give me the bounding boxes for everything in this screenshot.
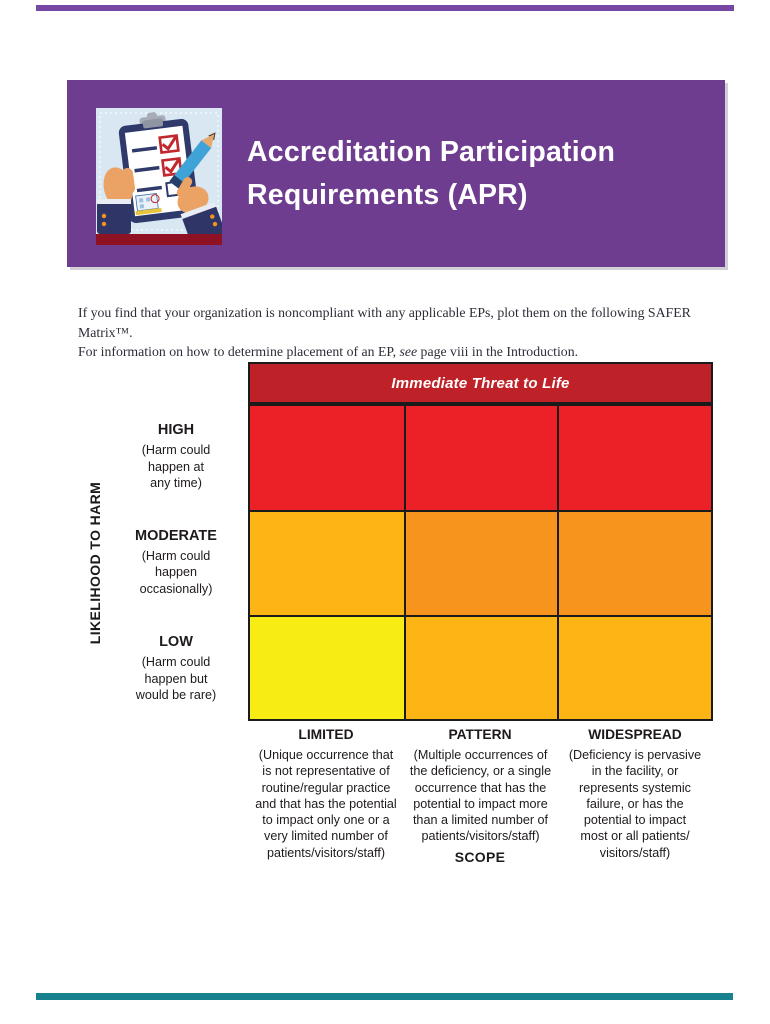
bottom-page-rule [36, 993, 733, 1000]
row-label-moderate: MODERATE (Harm could happen occasionally… [105, 510, 247, 615]
matrix-cell-high-pattern [403, 404, 558, 510]
column-header-widespread: WIDESPREAD [588, 727, 682, 742]
page-title: Accreditation Participation Requirements… [247, 131, 615, 217]
safer-matrix: Immediate Threat to Life [248, 362, 713, 721]
matrix-cell-moderate-pattern [403, 510, 558, 615]
intro-line2-prefix: For information on how to determine plac… [78, 344, 400, 359]
checklist-line [134, 165, 160, 173]
row-label-high-title: HIGH [157, 422, 195, 439]
checklist-line [136, 185, 163, 193]
row-label-moderate-title: MODERATE [135, 527, 217, 544]
matrix-cell-low-limited [250, 615, 404, 719]
column-desc-pattern: (Multiple occurrences of the deficiency,… [409, 748, 552, 844]
chapter-banner: Accreditation Participation Requirements… [67, 80, 725, 267]
matrix-cell-high-limited [250, 404, 404, 510]
row-label-moderate-sub: (Harm could happen occasionally) [139, 548, 213, 596]
column-header-limited: LIMITED [298, 727, 354, 742]
column-desc-widespread: (Deficiency is pervasive in the facility… [568, 748, 702, 860]
left-hand [97, 167, 136, 234]
checkmark-icon [164, 157, 181, 174]
matrix-cell-low-pattern [403, 615, 558, 719]
immediate-threat-header: Immediate Threat to Life [248, 362, 713, 404]
row-label-high: HIGH (Harm could happen at any time) [105, 404, 247, 510]
clipboard-illustration [96, 108, 222, 245]
table-edge [96, 234, 222, 245]
top-page-rule [36, 5, 734, 11]
matrix-cell-low-widespread [557, 615, 711, 719]
matrix-grid [248, 404, 713, 721]
intro-see-italic: see [399, 344, 418, 359]
column-header-pattern: PATTERN [448, 727, 512, 742]
row-label-low-sub: (Harm could happen but would be rare) [135, 655, 217, 703]
row-label-low-title: LOW [159, 634, 193, 651]
intro-line1: If you find that your organization is no… [78, 305, 691, 340]
intro-paragraph: If you find that your organization is no… [78, 303, 742, 362]
matrix-cell-moderate-widespread [557, 510, 711, 615]
page-title-line2: Requirements (APR) [247, 179, 528, 211]
row-label-low: LOW (Harm could happen but would be rare… [105, 615, 247, 723]
x-axis-label: SCOPE [454, 849, 506, 865]
checklist-line [131, 146, 158, 153]
row-label-high-sub: (Harm could happen at any time) [141, 443, 211, 491]
dotted-frame [99, 112, 219, 231]
y-axis-label: LIKELIHOOD TO HARM [87, 481, 103, 645]
checkmark-icon [161, 134, 178, 151]
column-desc-limited: (Unique occurrence that is not represent… [255, 748, 397, 860]
intro-line2-suffix: page viii in the Introduction. [417, 344, 579, 359]
matrix-cell-moderate-limited [250, 510, 404, 615]
page-title-line1: Accreditation Participation [247, 136, 616, 168]
matrix-cell-high-widespread [557, 404, 711, 510]
magnifier-doodle [150, 194, 160, 204]
